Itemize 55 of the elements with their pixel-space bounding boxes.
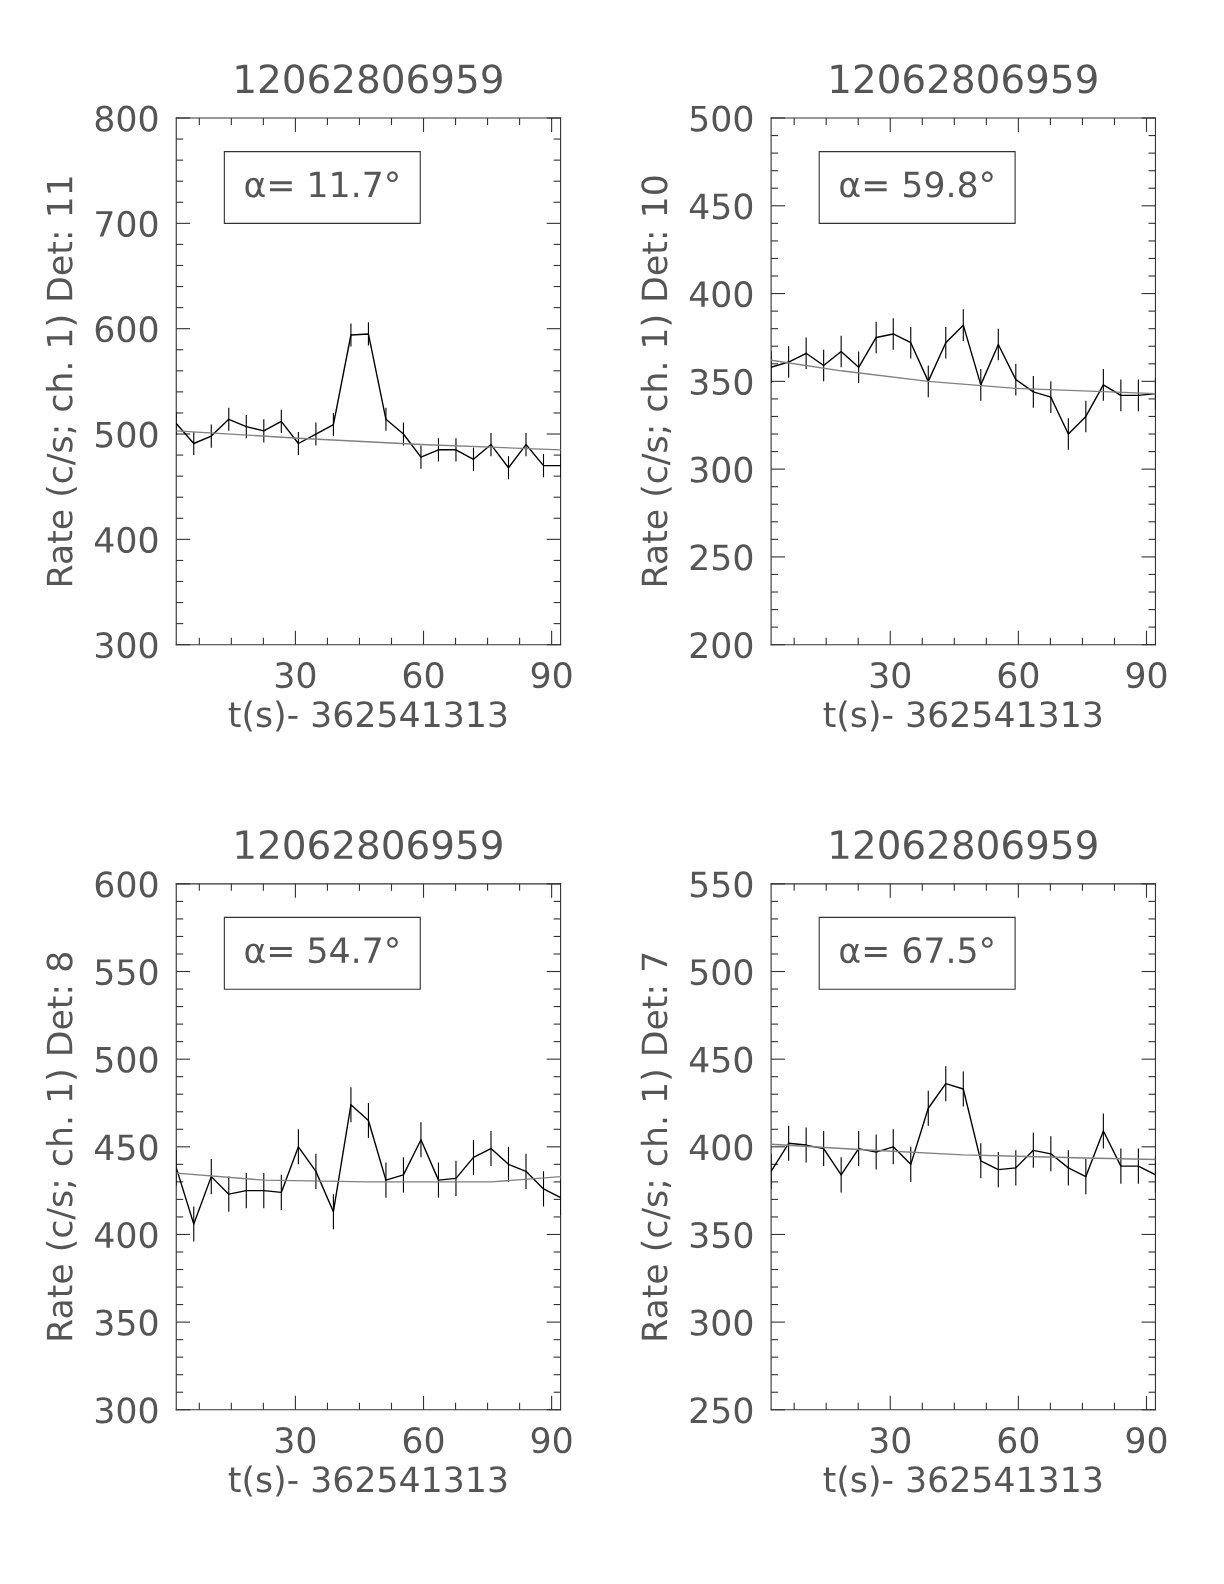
y-tick-label: 500 (95, 1046, 158, 1073)
y-tick-label: 300 (690, 1309, 753, 1336)
y-tick-label: 350 (95, 1309, 158, 1336)
annotation: α= 67.5° (840, 937, 993, 964)
y-tick-label: 400 (689, 1134, 753, 1161)
y-tick-label: 200 (690, 632, 753, 659)
chart-title: 12062806959 (236, 64, 502, 94)
y-axis-title: Rate (c/s; ch. 1) Det: 10 (640, 176, 672, 586)
x-tick-label: 90 (531, 1427, 572, 1454)
x-axis-title: t(s)- 362541313 (823, 1465, 1102, 1497)
x-tick-label: 60 (403, 1427, 444, 1454)
y-tick-label: 500 (690, 105, 753, 132)
y-tick-label: 400 (689, 280, 753, 308)
x-tick-label: 90 (1126, 661, 1167, 689)
x-tick-label: 60 (403, 661, 444, 689)
y-tick-label: 300 (95, 632, 158, 659)
y-tick-label: 250 (690, 1397, 753, 1424)
chart-title: 12062806959 (831, 830, 1097, 860)
y-tick-label: 450 (689, 1046, 753, 1073)
y-tick-label: 500 (690, 958, 753, 986)
y-axis-title: Rate (c/s; ch. 1) Det: 11 (45, 177, 77, 586)
y-tick-label: 300 (95, 1397, 158, 1424)
x-tick-label: 60 (998, 661, 1039, 689)
x-tick-label: 90 (1126, 1427, 1167, 1454)
y-tick-label: 400 (95, 526, 158, 554)
y-tick-label: 600 (95, 316, 158, 343)
x-tick-label: 30 (870, 661, 911, 689)
y-tick-label: 350 (690, 368, 753, 396)
y-tick-label: 300 (690, 456, 753, 483)
annotation: α= 59.8° (840, 171, 993, 198)
y-tick-label: 600 (95, 871, 158, 898)
y-tick-label: 350 (690, 1221, 753, 1249)
y-tick-label: 500 (95, 421, 158, 448)
y-axis-title: Rate (c/s; ch. 1) Det: 8 (45, 953, 77, 1340)
x-tick-label: 30 (870, 1427, 911, 1454)
x-axis-title: t(s)- 362541313 (228, 700, 507, 732)
y-tick-label: 400 (95, 1221, 158, 1249)
y-axis-title: Rate (c/s; ch. 1) Det: 7 (640, 953, 672, 1340)
y-tick-label: 700 (96, 210, 158, 238)
y-tick-label: 450 (689, 193, 753, 220)
chart-title: 12062806959 (831, 64, 1097, 94)
annotation: α= 54.7° (245, 937, 398, 964)
y-tick-label: 550 (690, 871, 753, 898)
chart-title: 12062806959 (236, 830, 502, 860)
x-tick-label: 90 (531, 661, 572, 689)
x-axis-title: t(s)- 362541313 (228, 1465, 507, 1497)
x-tick-label: 30 (275, 1427, 316, 1454)
y-tick-label: 550 (95, 958, 158, 986)
y-tick-label: 800 (95, 105, 158, 132)
x-axis-title: t(s)- 362541313 (823, 700, 1102, 732)
y-tick-label: 450 (95, 1134, 158, 1161)
x-tick-label: 60 (998, 1427, 1039, 1454)
annotation: α= 11.7° (245, 171, 398, 198)
x-tick-label: 30 (275, 661, 316, 689)
y-tick-label: 250 (690, 544, 753, 571)
